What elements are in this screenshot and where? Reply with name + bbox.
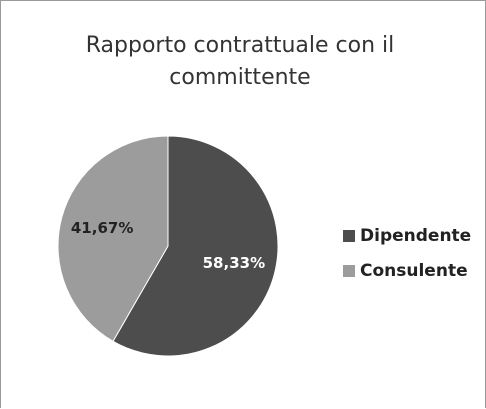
pie-slice bbox=[57, 135, 169, 342]
legend-label: Dipendente bbox=[360, 226, 471, 246]
data-label: 58,33% bbox=[203, 254, 265, 272]
legend-label: Consulente bbox=[360, 261, 468, 281]
legend-swatch bbox=[343, 265, 355, 277]
chart-title: Rapporto contrattuale con il committente bbox=[85, 33, 395, 90]
data-label: 41,67% bbox=[71, 219, 133, 237]
pie-slice bbox=[112, 135, 279, 357]
legend-swatch bbox=[343, 230, 355, 242]
